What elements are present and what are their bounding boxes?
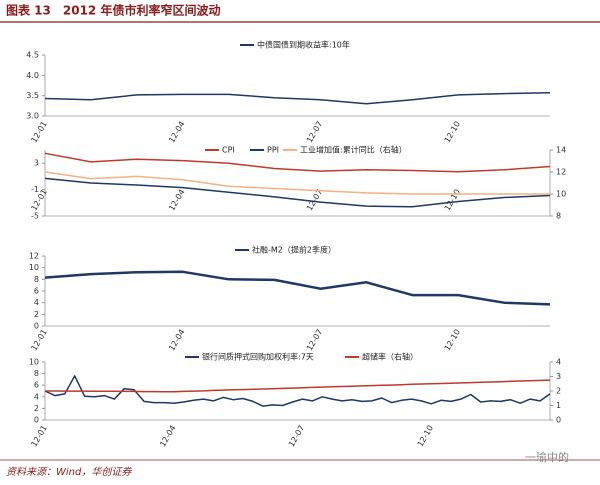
series-line <box>44 270 551 306</box>
y2-tick-label: 12 <box>556 168 566 177</box>
y-tick-label: 0 <box>34 416 39 425</box>
y2-tick-label: 4 <box>556 358 561 367</box>
y-tick-label: 4.0 <box>26 71 39 80</box>
x-tick-label: 12-04 <box>158 424 177 449</box>
x-tick-label: 12-10 <box>443 120 462 145</box>
x-tick-label: 12-01 <box>29 424 48 449</box>
x-tick-label: 12-04 <box>167 120 186 145</box>
y-tick-label: 4 <box>34 298 39 307</box>
y-tick-label: 4.5 <box>26 51 39 60</box>
y-tick-label: 6 <box>34 381 39 390</box>
y2-tick-label: 3 <box>556 372 561 381</box>
y-tick-label: 3.5 <box>26 91 39 100</box>
y2-tick-label: 14 <box>556 146 566 155</box>
legend-label: 社融-M2（提前2季度） <box>252 245 336 255</box>
y2-tick-label: 8 <box>556 212 561 221</box>
y-tick-label: 6 <box>34 287 39 296</box>
x-tick-label: 12-01 <box>29 328 48 353</box>
y-tick-label: 12 <box>29 252 39 261</box>
x-tick-label: 12-10 <box>443 188 462 213</box>
x-tick-label: 12-07 <box>287 424 306 449</box>
y-tick-label: -1 <box>31 185 39 194</box>
legend-label: CPI <box>222 146 235 155</box>
y-tick-label: 4 <box>34 392 39 401</box>
y-tick-label: -5 <box>31 212 39 221</box>
y-tick-label: 3 <box>34 159 39 168</box>
y-tick-label: 10 <box>29 358 39 367</box>
y2-tick-label: 0 <box>556 416 561 425</box>
y-tick-label: 10 <box>29 263 39 272</box>
series-line <box>45 379 551 393</box>
y-tick-label: 3.0 <box>26 112 39 121</box>
legend-label: PPI <box>267 146 279 155</box>
series-line <box>44 177 551 208</box>
x-tick-label: 12-01 <box>29 120 48 145</box>
series-line <box>44 375 551 407</box>
series-line <box>44 152 551 173</box>
y-tick-label: 0 <box>34 322 39 331</box>
legend-label: 中债国债到期收益率:10年 <box>257 40 350 50</box>
y-tick-label: 8 <box>34 275 39 284</box>
x-tick-label: 12-10 <box>443 328 462 353</box>
x-tick-label: 12-04 <box>167 328 186 353</box>
series-line <box>44 171 550 195</box>
legend-label: 银行间质押式回购加权利率:7天 <box>202 352 314 362</box>
watermark: 一瑜中的 <box>525 450 569 464</box>
y2-tick-label: 2 <box>556 387 561 396</box>
y2-tick-label: 1 <box>556 401 561 410</box>
figure-title: 图表 13 2012 年债市利率窄区间波动 <box>6 3 220 18</box>
legend-label: 工业增加值:累计同比（右轴） <box>300 145 407 155</box>
y-tick-label: 2 <box>34 310 39 319</box>
legend-label: 超储率（右轴） <box>362 352 418 362</box>
source: 资料来源：Wind，华创证券 <box>6 466 132 478</box>
y2-tick-label: 10 <box>556 190 566 199</box>
y-tick-label: 2 <box>34 404 39 413</box>
x-tick-label: 12-10 <box>416 424 435 449</box>
y-tick-label: 8 <box>34 369 39 378</box>
x-tick-label: 12-07 <box>305 328 324 353</box>
x-tick-label: 12-07 <box>305 120 324 145</box>
series-line <box>44 92 551 105</box>
x-tick-label: 12-04 <box>167 188 186 213</box>
